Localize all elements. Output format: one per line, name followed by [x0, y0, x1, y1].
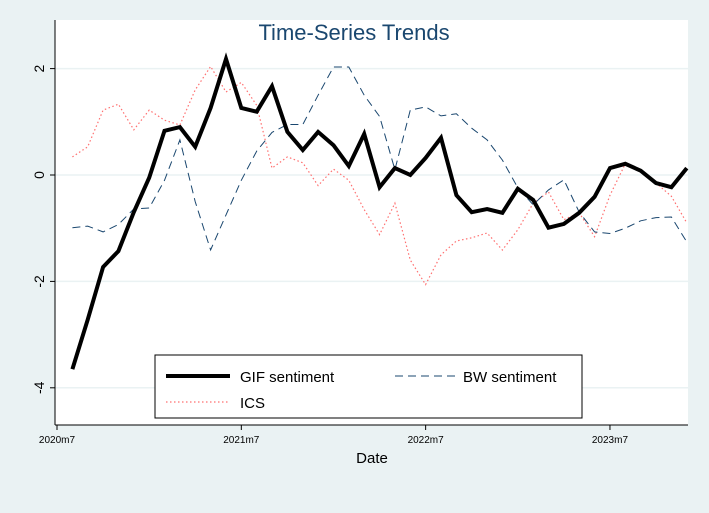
legend: GIF sentiment BW sentiment ICS — [154, 354, 583, 419]
x-axis-label: Date — [356, 450, 388, 467]
series-line-ics — [72, 65, 688, 286]
x-tick-label: 2021m7 — [223, 435, 260, 446]
y-tick-label: 0 — [31, 171, 47, 179]
series-lines — [70, 52, 689, 370]
legend-label-bw: BW sentiment — [463, 369, 557, 386]
y-tick-label: 2 — [31, 64, 47, 72]
x-ticks: 2020m7 2021m7 2022m7 2023m7 — [39, 425, 629, 446]
legend-label-ics: ICS — [240, 395, 265, 412]
series-line-gif-sentiment — [70, 52, 689, 370]
y-ticks: -4 -2 0 2 — [31, 64, 55, 394]
chart-title: Time-Series Trends — [258, 20, 449, 45]
series-line-bw-sentiment — [72, 66, 688, 252]
legend-label-gif: GIF sentiment — [240, 369, 335, 386]
x-tick-label: 2020m7 — [39, 435, 76, 446]
x-tick-label: 2022m7 — [408, 435, 445, 446]
y-tick-label: -2 — [31, 275, 47, 288]
x-tick-label: 2023m7 — [592, 435, 629, 446]
y-tick-label: -4 — [31, 381, 47, 394]
